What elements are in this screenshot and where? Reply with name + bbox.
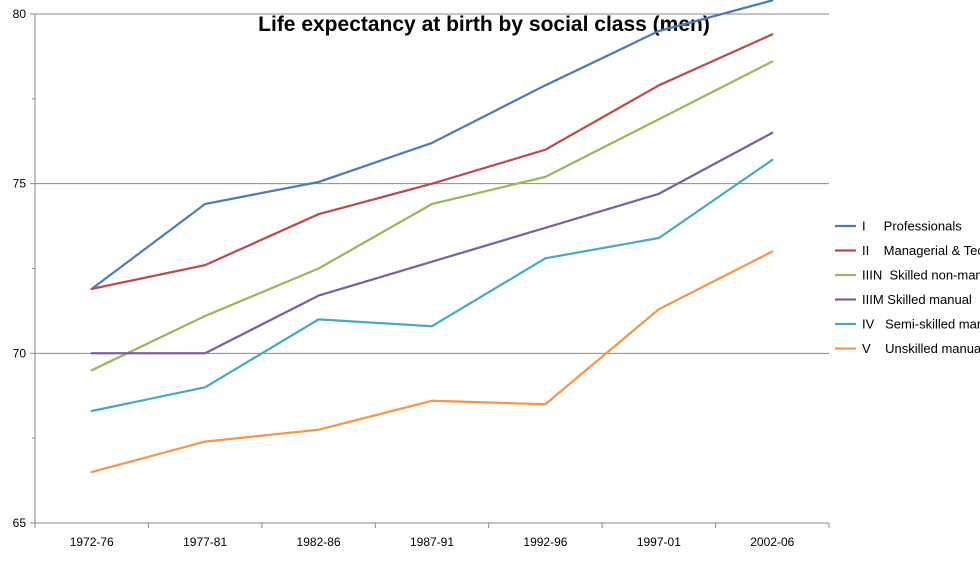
y-tick-label: 65	[13, 516, 27, 530]
x-tick-label: 2002-06	[750, 535, 794, 549]
series-line-6	[90, 250, 774, 474]
legend-label: IV Semi-skilled manual	[862, 317, 980, 332]
x-tick-label: 1977-81	[183, 535, 227, 549]
x-tick-label: 1987-91	[410, 535, 454, 549]
series-lines	[90, 0, 774, 474]
legend-label: II Managerial & Tech	[862, 243, 980, 258]
x-tick-label: 1992-96	[523, 535, 567, 549]
legend: I Professionals II Managerial & Tech IIIN …	[835, 219, 980, 356]
axes: 65 70 75 80 1972-76 1977-81 1982-86 1987-91 1992…	[13, 7, 830, 549]
x-tick-label: 1972-76	[70, 535, 114, 549]
x-tick-label: 1982-86	[297, 535, 341, 549]
series-line-5	[90, 158, 774, 413]
legend-label: V Unskilled manual	[862, 341, 980, 356]
series-line-3	[90, 60, 774, 372]
chart-title: Life expectancy at birth by social class…	[258, 13, 710, 36]
series-line-1	[90, 0, 774, 291]
y-tick-label: 80	[13, 7, 27, 21]
legend-label: IIIN Skilled non-manual	[862, 268, 980, 283]
series-line-2	[90, 33, 774, 291]
x-tick-label: 1997-01	[637, 535, 681, 549]
legend-label: I Professionals	[862, 219, 962, 234]
series-line-4	[90, 131, 774, 355]
legend-label: IIIM Skilled manual	[862, 292, 972, 307]
y-tick-label: 70	[13, 346, 27, 360]
y-tick-label: 75	[13, 177, 27, 191]
